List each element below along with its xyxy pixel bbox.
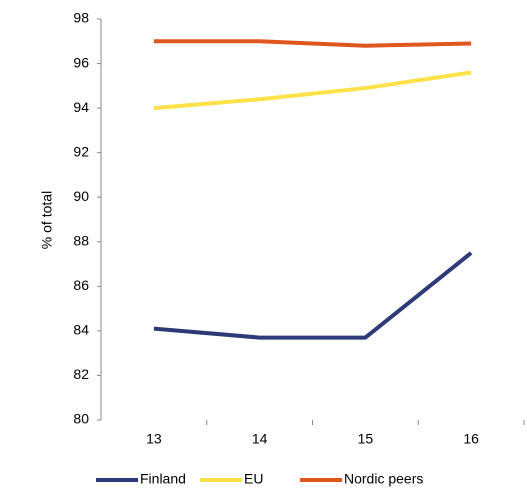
y-tick-label: 88	[73, 232, 89, 248]
line-series	[153, 39, 472, 48]
x-tick-label: 15	[358, 431, 374, 447]
y-tick-label: 80	[73, 411, 89, 427]
line-series	[153, 251, 473, 340]
y-tick-label: 94	[73, 99, 89, 115]
y-tick-label: 96	[73, 54, 89, 70]
y-tick-label: 86	[73, 277, 89, 293]
y-tick-label: 90	[73, 188, 89, 204]
y-tick-label: 92	[73, 143, 89, 159]
y-axis-label: % of total	[39, 191, 55, 249]
y-tick-label: 98	[73, 10, 89, 26]
line-series	[153, 70, 472, 111]
legend-label: Nordic peers	[344, 471, 423, 487]
x-tick-label: 14	[252, 431, 268, 447]
y-tick-label: 82	[73, 366, 89, 382]
y-tick-label: 84	[73, 322, 89, 338]
legend-label: EU	[244, 471, 263, 487]
x-tick-label: 13	[146, 431, 162, 447]
x-tick-label: 16	[463, 431, 479, 447]
legend-label: Finland	[140, 471, 186, 487]
